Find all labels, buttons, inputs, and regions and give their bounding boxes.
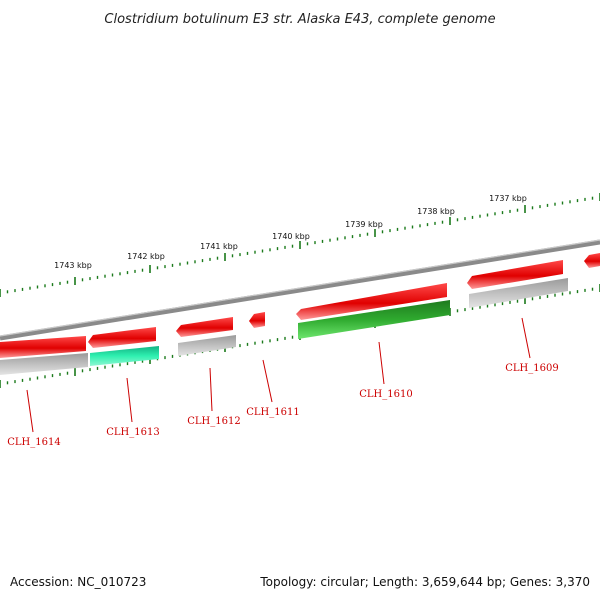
cds-forward-partial[interactable]: [584, 253, 600, 268]
cds-reverse-clh1613[interactable]: [90, 346, 159, 366]
reverse-strand-track: [0, 278, 568, 375]
gene-leader-lines: [26, 317, 531, 433]
cds-forward-clh1610[interactable]: [296, 283, 447, 320]
kbp-label: 1738 kbp: [417, 207, 455, 216]
kbp-label: 1739 kbp: [345, 220, 383, 229]
leader-line-clh1612: [209, 367, 213, 412]
leader-line-clh1613: [126, 377, 133, 423]
genome-backbone: [0, 239, 600, 341]
cds-reverse-clh1609[interactable]: [469, 278, 568, 308]
cds-forward-clh1609[interactable]: [467, 260, 563, 289]
leader-line-clh1611: [262, 359, 273, 403]
gene-label-clh1612[interactable]: CLH_1612: [187, 416, 240, 427]
kbp-label: 1740 kbp: [272, 232, 310, 241]
kbp-label: 1741 kbp: [200, 242, 238, 251]
kbp-label: 1742 kbp: [127, 252, 165, 261]
leader-line-clh1614: [26, 389, 34, 433]
leader-line-clh1610: [378, 341, 385, 385]
cds-forward-clh1613[interactable]: [88, 327, 156, 348]
cds-reverse-clh1612[interactable]: [178, 335, 236, 356]
gene-label-clh1610[interactable]: CLH_1610: [359, 389, 412, 400]
accession-text: Accession: NC_010723: [10, 575, 146, 589]
gene-label-clh1614[interactable]: CLH_1614: [7, 437, 60, 448]
cds-forward-clh1612[interactable]: [176, 317, 233, 337]
genome-title: Clostridium botulinum E3 str. Alaska E43…: [104, 12, 495, 27]
gene-label-clh1609[interactable]: CLH_1609: [505, 363, 558, 374]
cds-forward-clh1614[interactable]: [0, 336, 86, 358]
kbp-label: 1743 kbp: [54, 261, 92, 270]
cds-reverse-clh1614[interactable]: [0, 353, 88, 375]
forward-strand-track: [0, 253, 600, 358]
gene-label-clh1611[interactable]: CLH_1611: [246, 407, 299, 418]
cds-forward-clh1611[interactable]: [249, 312, 265, 328]
leader-line-clh1609: [521, 317, 531, 359]
genome-backbone-highlight: [0, 239, 600, 337]
kbp-label: 1737 kbp: [489, 194, 527, 203]
gene-label-clh1613[interactable]: CLH_1613: [106, 427, 159, 438]
topology-summary-text: Topology: circular; Length: 3,659,644 bp…: [259, 575, 590, 589]
cds-reverse-clh1610[interactable]: [298, 300, 450, 339]
outer-scale-ruler: [0, 193, 600, 297]
